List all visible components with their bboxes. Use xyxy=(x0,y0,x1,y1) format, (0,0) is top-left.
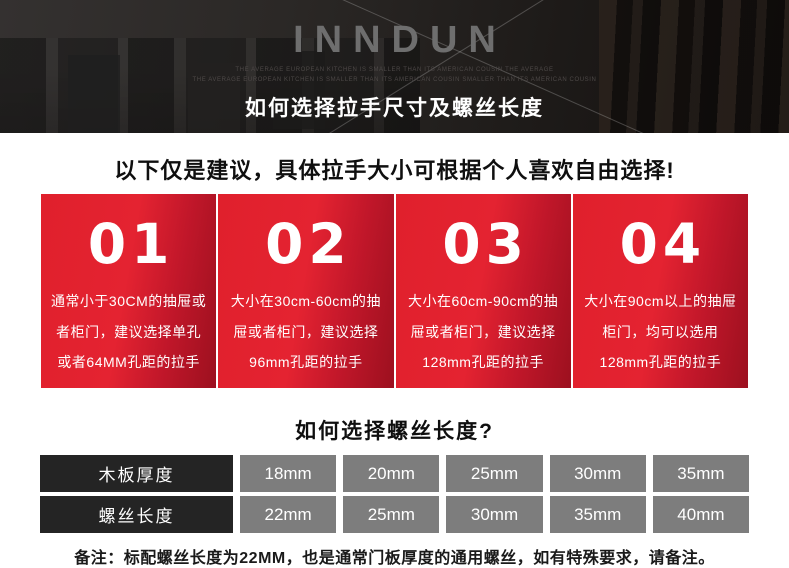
table-cell: 35mm xyxy=(549,496,646,533)
table-cell: 25mm xyxy=(446,455,543,492)
card-description: 大小在30cm-60cm的抽屉或者柜门，建议选择96mm孔距的拉手 xyxy=(230,293,381,371)
table-cell: 30mm xyxy=(549,455,646,492)
remark-note: 备注：标配螺丝长度为22MM，也是通常门板厚度的通用螺丝，如有特殊要求，请备注。 xyxy=(74,550,715,567)
card-number: 04 xyxy=(619,212,707,276)
brand-logo: INNDUN xyxy=(293,19,507,61)
tagline-line-2: THE AVERAGE EUROPEAN KITCHEN IS SMALLER … xyxy=(192,76,597,83)
card-number: 02 xyxy=(265,212,352,276)
hero-title: 如何选择拉手尺寸及螺丝长度 xyxy=(245,97,544,121)
hero-banner: INNDUN THE AVERAGE EUROPEAN KITCHEN IS S… xyxy=(0,0,789,133)
screw-size-table: 木板厚度 18mm 20mm 25mm 30mm 35mm 螺丝长度 22mm … xyxy=(40,455,750,533)
table-cell: 30mm xyxy=(446,496,543,533)
size-card-2: 02 大小在30cm-60cm的抽屉或者柜门，建议选择96mm孔距的拉手 xyxy=(218,194,394,388)
card-number: 01 xyxy=(87,212,175,276)
table-cell: 22mm xyxy=(240,496,337,533)
table-cell: 40mm xyxy=(652,496,750,533)
tagline-line-1: THE AVERAGE EUROPEAN KITCHEN IS SMALLER … xyxy=(235,67,554,73)
table-cell: 20mm xyxy=(343,455,440,492)
card-description: 大小在90cm以上的抽屉柜门，均可以选用128mm孔距的拉手 xyxy=(584,293,737,371)
table-row-screw-length: 螺丝长度 22mm 25mm 30mm 35mm 40mm xyxy=(40,496,750,533)
advice-headline: 以下仅是建议，具体拉手大小可根据个人喜欢自由选择! xyxy=(114,158,675,183)
table-row-board-thickness: 木板厚度 18mm 20mm 25mm 30mm 35mm xyxy=(40,455,750,492)
size-guide-cards: 01 通常小于30CM的抽屉或者柜门，建议选择单孔或者64MM孔距的拉手 02 … xyxy=(41,194,748,388)
row-header: 木板厚度 xyxy=(40,455,233,492)
brand-tagline: THE AVERAGE EUROPEAN KITCHEN IS SMALLER … xyxy=(0,66,789,85)
size-card-4: 04 大小在90cm以上的抽屉柜门，均可以选用128mm孔距的拉手 xyxy=(572,194,748,388)
card-number: 03 xyxy=(442,212,529,276)
row-header: 螺丝长度 xyxy=(40,496,233,533)
size-card-1: 01 通常小于30CM的抽屉或者柜门，建议选择单孔或者64MM孔距的拉手 xyxy=(41,194,217,388)
screw-length-title: 如何选择螺丝长度? xyxy=(295,420,494,443)
table-cell: 35mm xyxy=(652,455,750,492)
card-description: 通常小于30CM的抽屉或者柜门，建议选择单孔或者64MM孔距的拉手 xyxy=(50,293,207,371)
table-cell: 18mm xyxy=(240,455,337,492)
size-card-3: 03 大小在60cm-90cm的抽屉或者柜门，建议选择128mm孔距的拉手 xyxy=(395,194,571,388)
table-cell: 25mm xyxy=(343,496,440,533)
card-description: 大小在60cm-90cm的抽屉或者柜门，建议选择128mm孔距的拉手 xyxy=(408,293,559,371)
